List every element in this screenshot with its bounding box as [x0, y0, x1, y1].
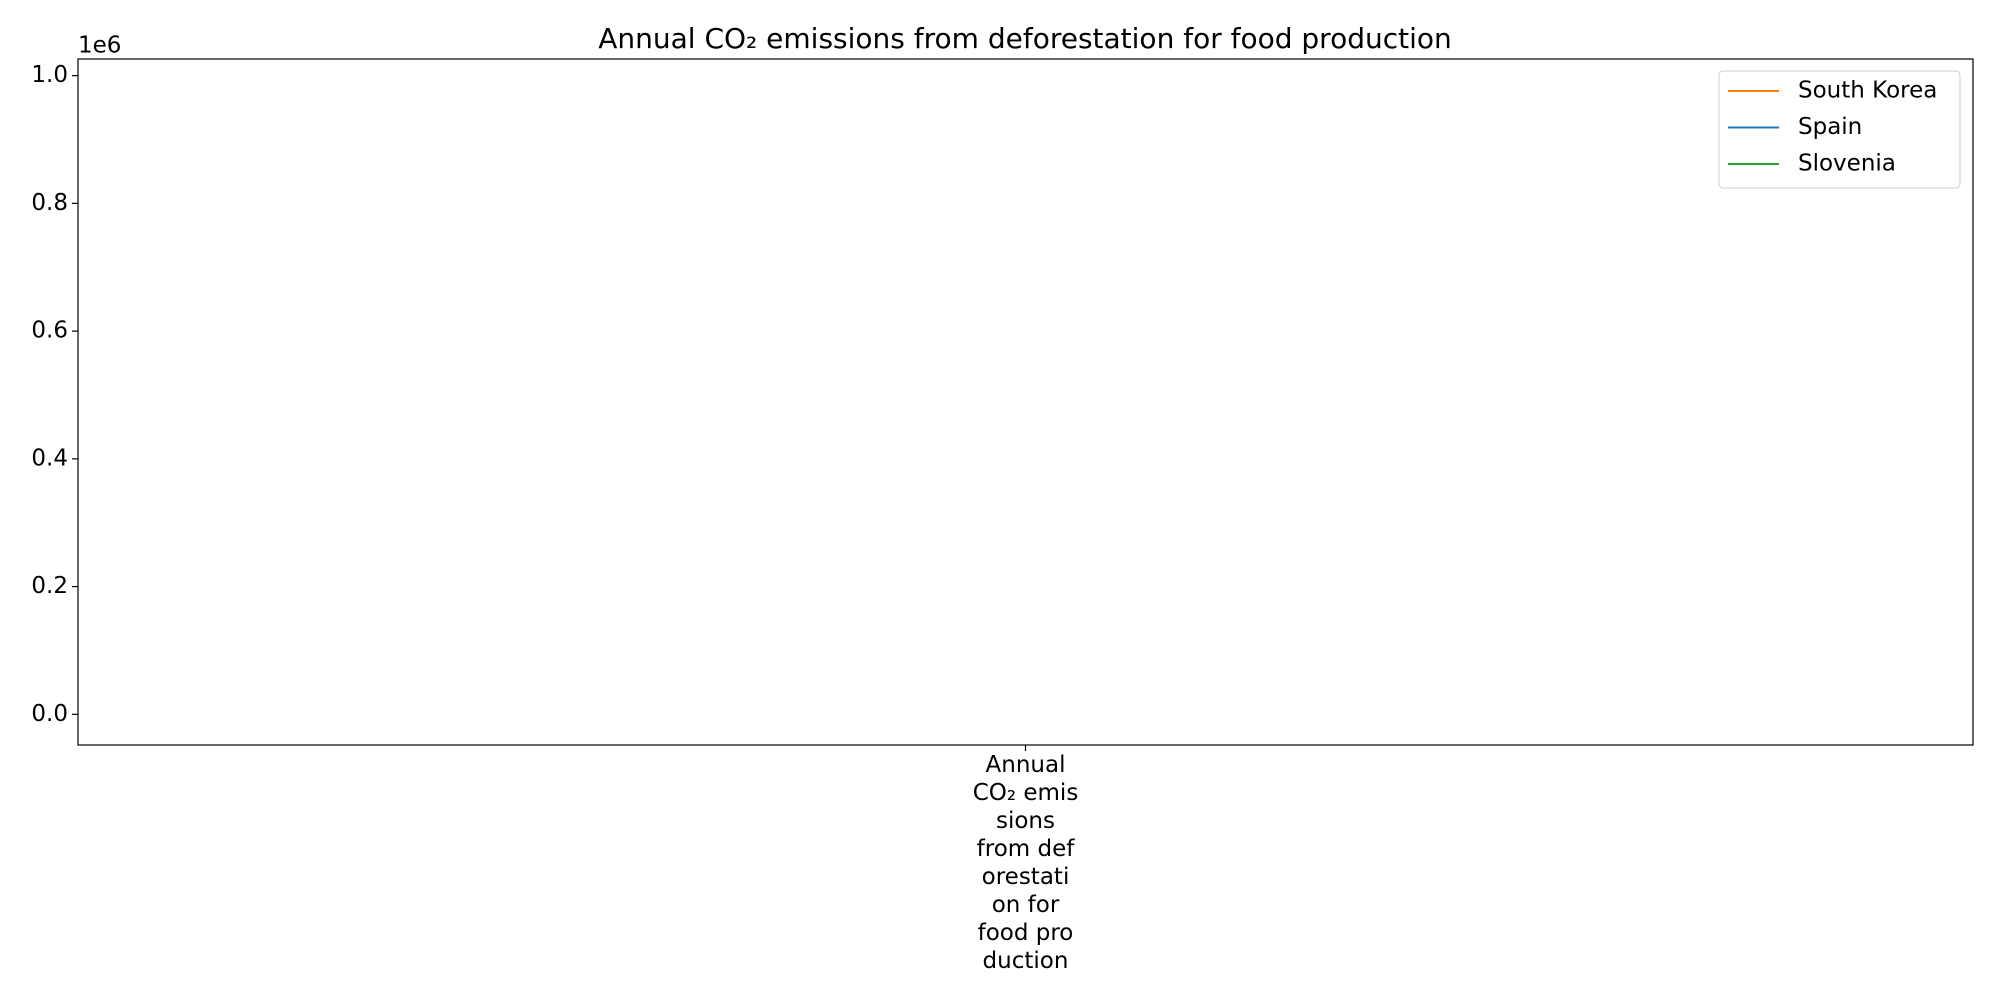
x-tick-label: Annual CO₂ emis sions from def orestati on fo… — [973, 752, 1079, 974]
y-tick-label: 0.4 — [31, 445, 68, 471]
y-tick-label: 0.0 — [31, 701, 68, 727]
y-tick-label: 0.8 — [31, 190, 68, 216]
y-tick-label: 1.0 — [31, 62, 68, 88]
legend-label: South Korea — [1798, 78, 1937, 104]
legend-box — [1718, 70, 1961, 189]
y-offset-label: 1e6 — [78, 33, 121, 59]
y-tick-label: 0.6 — [31, 318, 68, 344]
legend-label: Spain — [1798, 114, 1862, 140]
legend-label: Slovenia — [1798, 151, 1896, 177]
chart-title: Annual CO₂ emissions from deforestation … — [598, 22, 1452, 55]
y-tick-label: 0.2 — [31, 573, 68, 599]
